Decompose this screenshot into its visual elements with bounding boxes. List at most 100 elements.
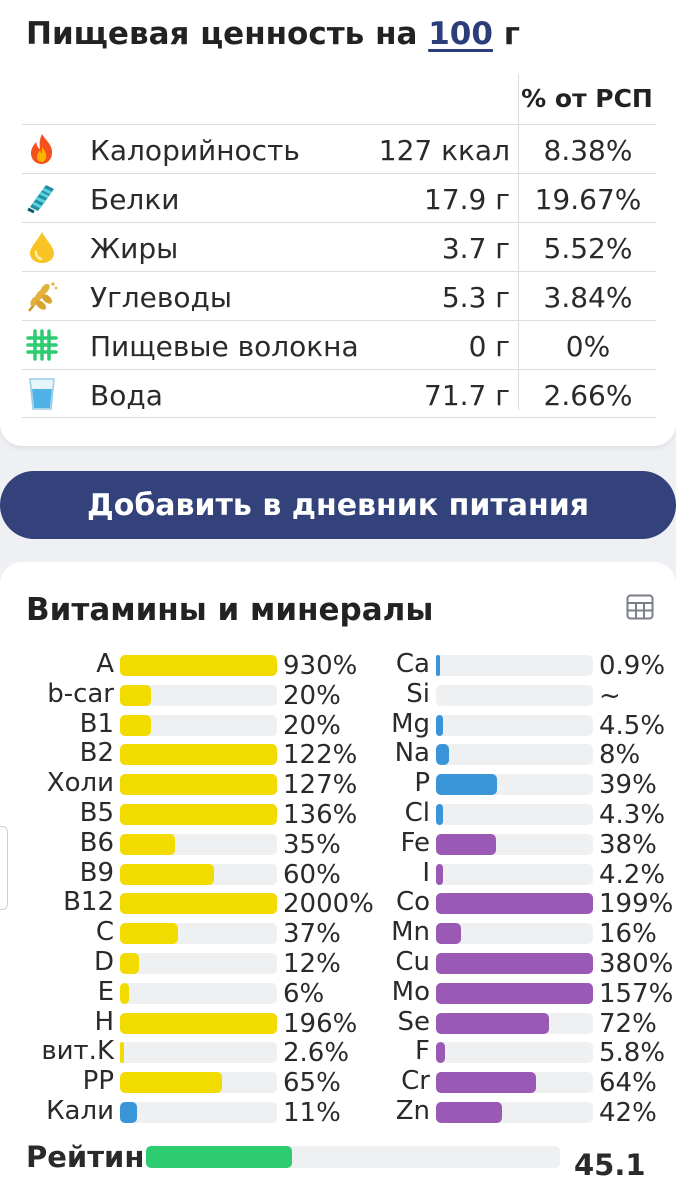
nutrient-bar-row: Mn 16% <box>24 917 674 949</box>
nutrient-bar-percent: 42% <box>599 1098 657 1128</box>
nutrient-bar-row: C 37% <box>24 917 674 949</box>
nutrient-bar-row: Cl 4.3% <box>24 798 674 830</box>
nutrient-bar-track <box>120 953 277 974</box>
nutrient-bar-percent: 380% <box>599 949 674 979</box>
nutrient-bar-row: Mo 157% <box>24 976 674 1009</box>
nutrient-bar-label: D <box>93 947 114 977</box>
nutrient-bar-track <box>120 744 277 766</box>
nutrient-bar-fill <box>120 684 152 706</box>
nutrient-bar-track <box>120 714 277 736</box>
nutrient-bar-fill <box>436 744 449 766</box>
fiber-grid-icon <box>22 328 62 362</box>
nutrient-bar-label: C <box>95 917 114 948</box>
nutrient-bar-percent: 4.2% <box>599 859 666 890</box>
nutrient-bar-row: B5 136% <box>24 798 674 830</box>
nutrient-bar-row: Cr 64% <box>24 1066 674 1099</box>
percent-rsp-header: % от РСП <box>521 84 653 113</box>
nutrient-bar-percent: 930% <box>283 651 358 681</box>
nutrient-bar-fill <box>436 1042 446 1064</box>
nutrient-bar-label: B6 <box>79 827 114 858</box>
nutrient-bar-fill <box>120 1042 125 1064</box>
nutrient-bar-row: Cu 380% <box>24 947 674 979</box>
nutrient-bar-track <box>120 655 277 676</box>
nutrient-bar-label: E <box>97 976 114 1007</box>
nutrient-bar-fill <box>436 774 498 796</box>
nutrient-bar-row: B6 35% <box>24 827 674 860</box>
nutrient-bar-fill <box>120 714 152 736</box>
nutrient-row-fat: Жиры 3.7 г 5.52% <box>22 222 656 271</box>
nutrient-bar-track <box>120 923 277 945</box>
nutrient-bar-label: PP <box>82 1066 114 1097</box>
nutrient-bar-label: Кали <box>46 1096 114 1126</box>
nutrient-bar-label: B12 <box>63 887 114 918</box>
nutrient-bar-fill <box>120 982 130 1004</box>
nutrient-bar-label: Mn <box>391 917 430 948</box>
nutrient-bar-track <box>120 1042 277 1064</box>
nutrient-bar-percent: ~ <box>599 680 621 711</box>
nutrient-bar-track <box>120 863 277 885</box>
nutrient-bar-row: E 6% <box>24 976 674 1009</box>
portion-amount-link[interactable]: 100 <box>428 16 493 52</box>
nutrient-bar-fill <box>120 774 277 796</box>
nutrient-bar-track <box>120 893 277 915</box>
nutrient-bar-fill <box>436 1012 550 1034</box>
nutrient-bar-label: Mo <box>391 976 430 1007</box>
nutrient-bar-label: Si <box>406 678 430 709</box>
nutrient-bar-fill <box>120 744 277 766</box>
nutrient-bar-percent: 64% <box>599 1068 657 1099</box>
nutrient-bar-row: H 196% <box>24 1007 674 1039</box>
nutrient-bar-track <box>436 893 593 915</box>
nutrient-bar-fill <box>120 1012 277 1034</box>
nutrient-bar-track <box>120 1012 277 1034</box>
nutrient-bar-track <box>436 1042 593 1064</box>
nutrient-bar-label: b-car <box>47 678 114 709</box>
rating-bar-fill <box>146 1146 292 1168</box>
water-glass-icon <box>22 377 62 411</box>
nutrient-bar-track <box>120 774 277 796</box>
nutrient-bar-row: Si ~ <box>24 678 674 711</box>
nutrient-bar-percent: 5.8% <box>599 1038 666 1069</box>
nutrient-bar-percent: 0.9% <box>599 651 666 681</box>
nutrient-bar-percent: 2.6% <box>283 1038 350 1069</box>
nutrient-bar-track <box>436 923 593 945</box>
nutrient-bar-fill <box>436 923 462 945</box>
nutrient-bar-row: PP 65% <box>24 1066 674 1099</box>
nutrient-bar-fill <box>120 1072 223 1094</box>
nutrient-bar-label: Zn <box>395 1096 430 1126</box>
nutrient-bar-label: Cu <box>395 947 430 977</box>
rating-value: 45.1 <box>574 1148 646 1182</box>
nutrient-bar-label: B2 <box>79 738 114 769</box>
table-view-icon[interactable] <box>626 594 658 624</box>
nutrient-bar-row: Mg 4.5% <box>24 709 674 741</box>
nutrition-title: Пищевая ценность на 100 г <box>26 16 520 52</box>
nutrient-bar-fill <box>436 893 593 915</box>
nutrient-bar-percent: 72% <box>599 1008 657 1039</box>
nutrient-bar-fill <box>436 655 440 676</box>
nutrient-bar-row: B2 122% <box>24 738 674 771</box>
nutrient-bar-row: Se 72% <box>24 1007 674 1039</box>
nutrient-bar-row: Холи 127% <box>24 768 674 800</box>
nutrient-bar-percent: 38% <box>599 829 657 860</box>
add-to-diary-button[interactable]: Добавить в дневник питания <box>0 471 676 539</box>
nutrient-bar-fill <box>120 863 215 885</box>
nutrient-bar-percent: 65% <box>283 1068 341 1099</box>
nutrient-bar-track <box>436 982 593 1004</box>
nutrient-bar-row: I 4.2% <box>24 858 674 890</box>
nutrient-bar-fill <box>436 1072 537 1094</box>
side-drawer-handle[interactable] <box>0 826 8 910</box>
nutrient-bar-track <box>436 774 593 796</box>
nutrient-bar-label: A <box>96 649 114 679</box>
nutrient-row-protein: Белки 17.9 г 19.67% <box>22 173 656 222</box>
nutrient-bar-fill <box>436 982 593 1004</box>
nutrient-bar-track <box>436 953 593 974</box>
nutrient-bar-percent: 12% <box>283 949 341 979</box>
vitamins-title: Витамины и минералы <box>26 592 434 628</box>
nutrient-bar-percent: 8% <box>599 740 641 771</box>
nutrient-row-fiber: Пищевые волокна 0 г 0% <box>22 320 656 369</box>
nutrient-bar-fill <box>120 804 277 825</box>
nutrient-bar-percent: 122% <box>283 740 358 771</box>
nutrient-bar-row: Na 8% <box>24 738 674 771</box>
nutrient-bar-label: Холи <box>46 768 114 799</box>
nutrition-card: Пищевая ценность на 100 г % от РСП Калор… <box>0 0 676 446</box>
nutrient-bar-track <box>120 833 277 855</box>
